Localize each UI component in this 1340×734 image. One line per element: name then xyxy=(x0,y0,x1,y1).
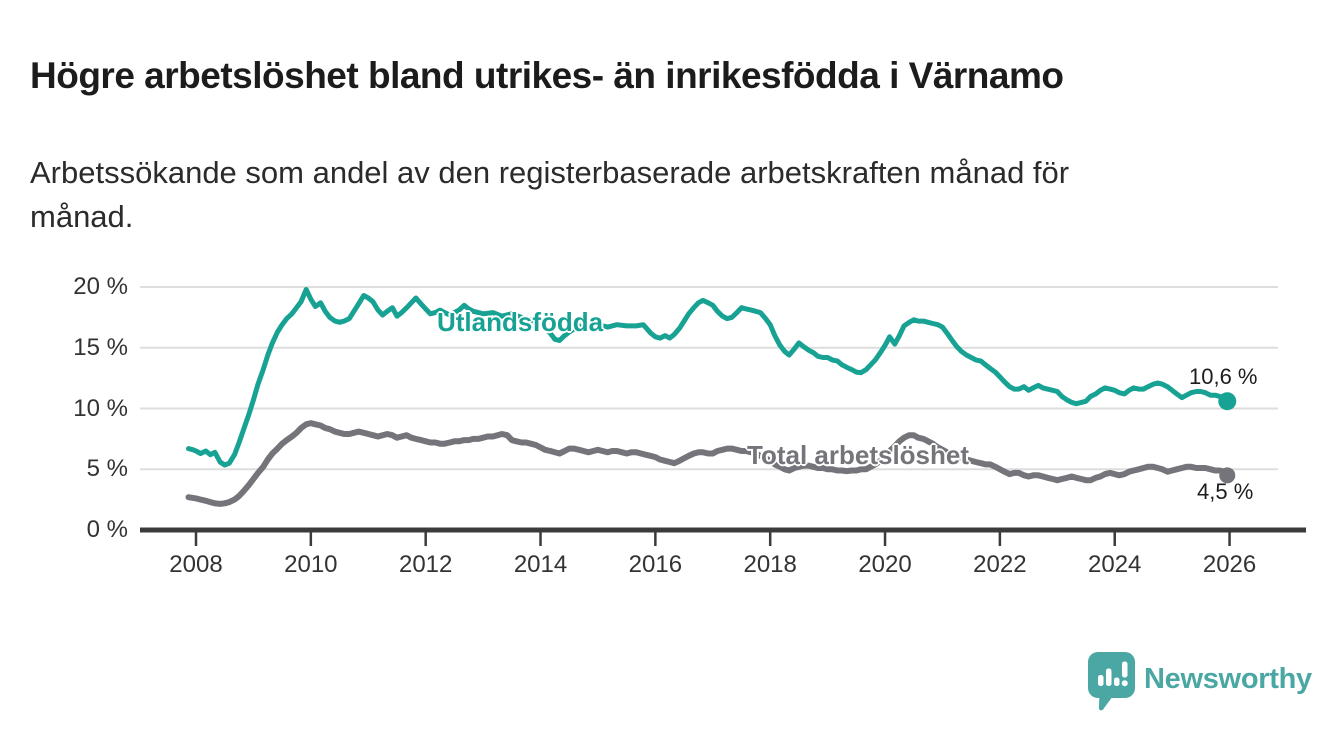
x-tick-label-2018: 2018 xyxy=(743,551,797,578)
x-tick-label-2010: 2010 xyxy=(284,551,338,578)
x-tick-label-2024: 2024 xyxy=(1088,551,1142,578)
chart-subtitle-line2: månad. xyxy=(30,199,134,234)
series-line-total-arbetsl-shet xyxy=(185,420,1231,507)
series-line-utlandsf-dda xyxy=(186,287,1230,468)
series-end-dot-total-arbetsl-shet xyxy=(1219,467,1236,484)
x-tick-label-2012: 2012 xyxy=(398,551,453,578)
x-tick-label-2020: 2020 xyxy=(858,551,912,578)
chart-title: Högre arbetslöshet bland utrikes- än inr… xyxy=(30,54,1064,96)
bar-chart-icon xyxy=(1098,661,1128,687)
newsworthy-logo-text: Newsworthy xyxy=(1144,663,1312,695)
x-tick-label-2026: 2026 xyxy=(1202,551,1257,578)
series-label-total-arbetsloshet: Total arbetslöshet xyxy=(747,440,970,470)
end-value-label-utlandsfodda: 10,6 % xyxy=(1189,364,1258,389)
y-tick-label-10: 10 % xyxy=(73,394,128,422)
x-tick-label-2022: 2022 xyxy=(973,551,1027,578)
newsworthy-logo: Newsworthy xyxy=(1087,652,1312,711)
x-tick-label-2016: 2016 xyxy=(628,551,683,578)
y-tick-label-20: 20 % xyxy=(73,273,128,301)
series-end-dot-utlandsf-dda xyxy=(1218,392,1237,411)
chart-subtitle: Arbetssökande som andel av den registerb… xyxy=(30,151,1280,239)
end-value-label-total: 4,5 % xyxy=(1197,479,1254,504)
x-tick-label-2014: 2014 xyxy=(513,551,568,578)
newsworthy-logo-icon xyxy=(1088,652,1135,711)
chart-subtitle-line1: Arbetssökande som andel av den registerb… xyxy=(30,155,1070,190)
x-tick-label-2008: 2008 xyxy=(169,551,223,578)
y-tick-label-0: 0 % xyxy=(86,516,128,543)
y-tick-label-5: 5 % xyxy=(86,455,128,483)
series-label-utlandsfodda: Utlandsfödda xyxy=(437,307,604,337)
y-tick-label-15: 15 % xyxy=(73,333,128,361)
